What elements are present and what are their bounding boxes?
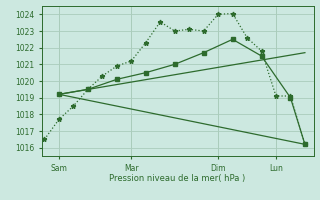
X-axis label: Pression niveau de la mer( hPa ): Pression niveau de la mer( hPa ) [109,174,246,183]
